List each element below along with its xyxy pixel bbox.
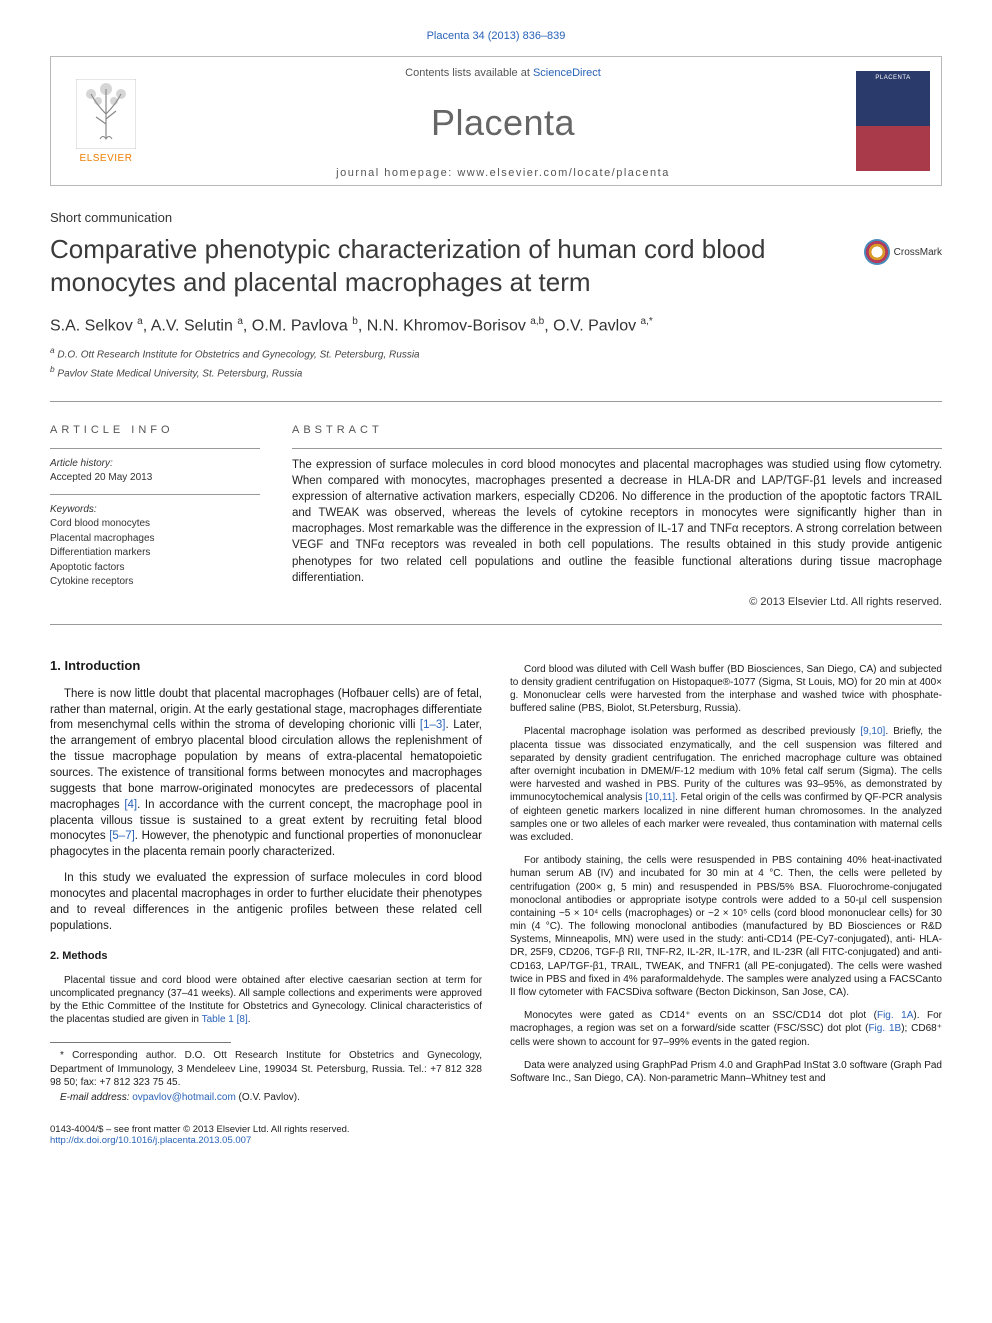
email-who: (O.V. Pavlov).: [236, 1092, 300, 1103]
crossmark-icon: [864, 239, 890, 265]
methods-p1: Placental tissue and cord blood were obt…: [50, 974, 482, 1027]
keywords-block: Keywords: Cord blood monocytes Placental…: [50, 503, 260, 590]
intro-p2: In this study we evaluated the expressio…: [50, 871, 482, 934]
homepage-url[interactable]: www.elsevier.com/locate/placenta: [457, 167, 669, 179]
info-rule-1: [50, 448, 260, 449]
methods-p3: Placental macrophage isolation was perfo…: [510, 725, 942, 844]
header-citation: Placenta 34 (2013) 836–839: [50, 30, 942, 42]
history-value: Accepted 20 May 2013: [50, 472, 152, 483]
abstract-heading: ABSTRACT: [292, 424, 942, 436]
footer-left: 0143-4004/$ – see front matter © 2013 El…: [50, 1124, 350, 1146]
abstract-rule: [292, 448, 942, 449]
email-link[interactable]: ovpavlov@hotmail.com: [132, 1092, 236, 1103]
history-label: Article history:: [50, 458, 113, 469]
article-title: Comparative phenotypic characterization …: [50, 233, 844, 298]
crossmark-badge[interactable]: CrossMark: [864, 239, 942, 265]
article-info-heading: ARTICLE INFO: [50, 424, 260, 436]
elsevier-tree-icon: [76, 79, 136, 149]
homepage-prefix: journal homepage:: [336, 167, 457, 179]
article-info-column: ARTICLE INFO Article history: Accepted 2…: [50, 424, 260, 608]
keywords-label: Keywords:: [50, 504, 97, 515]
keyword-2: Differentiation markers: [50, 547, 150, 558]
methods-p5: Monocytes were gated as CD14⁺ events on …: [510, 1009, 942, 1049]
journal-cover-icon: [856, 71, 930, 171]
footnotes: * Corresponding author. D.O. Ott Researc…: [50, 1049, 482, 1104]
email-line: E-mail address: ovpavlov@hotmail.com (O.…: [50, 1091, 482, 1104]
keyword-0: Cord blood monocytes: [50, 518, 150, 529]
publisher-name: ELSEVIER: [80, 153, 133, 164]
article-history: Article history: Accepted 20 May 2013: [50, 457, 260, 486]
body-columns: 1. Introduction There is now little doub…: [50, 653, 942, 1105]
keyword-1: Placental macrophages: [50, 533, 155, 544]
journal-masthead: ELSEVIER Contents lists available at Sci…: [50, 56, 942, 186]
footer-doi[interactable]: http://dx.doi.org/10.1016/j.placenta.201…: [50, 1135, 251, 1146]
abstract-column: ABSTRACT The expression of surface molec…: [292, 424, 942, 608]
keyword-4: Cytokine receptors: [50, 576, 133, 587]
journal-cover-block: [845, 57, 941, 185]
copyright-line: © 2013 Elsevier Ltd. All rights reserved…: [292, 596, 942, 608]
publisher-block: ELSEVIER: [51, 57, 161, 185]
abstract-text: The expression of surface molecules in c…: [292, 457, 942, 586]
intro-p1: There is now little doubt that placental…: [50, 687, 482, 861]
homepage-line: journal homepage: www.elsevier.com/locat…: [336, 167, 670, 179]
footer: 0143-4004/$ – see front matter © 2013 El…: [50, 1124, 942, 1146]
keyword-3: Apoptotic factors: [50, 562, 124, 573]
author-list: S.A. Selkov a, A.V. Selutin a, O.M. Pavl…: [50, 316, 942, 335]
methods-p6: Data were analyzed using GraphPad Prism …: [510, 1059, 942, 1085]
intro-heading: 1. Introduction: [50, 657, 482, 675]
contents-line: Contents lists available at ScienceDirec…: [405, 67, 601, 79]
footer-issn: 0143-4004/$ – see front matter © 2013 El…: [50, 1124, 350, 1135]
info-rule-2: [50, 494, 260, 495]
rule-bottom: [50, 624, 942, 625]
article-type: Short communication: [50, 210, 942, 225]
affiliations: a D.O. Ott Research Institute for Obstet…: [50, 345, 942, 381]
methods-heading: 2. Methods: [50, 949, 482, 964]
corresponding-author: * Corresponding author. D.O. Ott Researc…: [50, 1049, 482, 1089]
affiliation-b: b Pavlov State Medical University, St. P…: [50, 364, 942, 381]
sciencedirect-link[interactable]: ScienceDirect: [533, 67, 601, 79]
masthead-center: Contents lists available at ScienceDirec…: [161, 57, 845, 185]
contents-prefix: Contents lists available at: [405, 67, 533, 79]
affiliation-a: a D.O. Ott Research Institute for Obstet…: [50, 345, 942, 362]
email-label: E-mail address:: [60, 1092, 132, 1103]
methods-p2: Cord blood was diluted with Cell Wash bu…: [510, 663, 942, 716]
journal-name: Placenta: [431, 102, 575, 144]
footnote-separator: [50, 1042, 231, 1043]
crossmark-label: CrossMark: [894, 247, 942, 258]
methods-p4: For antibody staining, the cells were re…: [510, 854, 942, 999]
